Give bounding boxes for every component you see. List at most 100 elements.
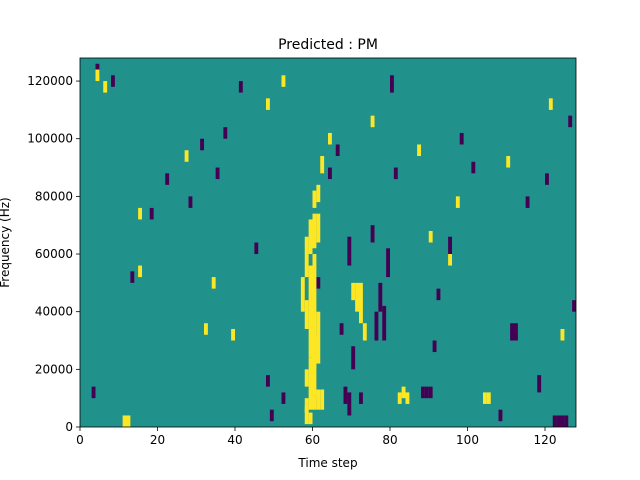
heatmap-cell-low (281, 392, 286, 404)
heatmap-cell-low (165, 173, 170, 185)
heatmap-plot-area (80, 58, 577, 427)
heatmap-cell-high (312, 254, 317, 370)
heatmap-cell-low (514, 323, 518, 341)
heatmap-cell-low (448, 236, 453, 255)
heatmap-cell-high (362, 323, 367, 341)
heatmap-cell-low (378, 282, 383, 312)
heatmap-cell-high (448, 254, 453, 266)
heatmap-cell-high (308, 389, 313, 410)
heatmap-cell-low (560, 415, 565, 427)
heatmap-cell-low (471, 161, 476, 174)
heatmap-cell-low (111, 75, 115, 87)
x-tick-label: 100 (456, 433, 479, 447)
heatmap-cell-low (335, 144, 340, 157)
heatmap-cell-low (424, 386, 429, 399)
heatmap-background (80, 58, 576, 427)
heatmap-cell-high (308, 357, 313, 390)
heatmap-cell-high (316, 311, 321, 364)
heatmap-cell-low (510, 323, 515, 341)
heatmap-cell-low (382, 305, 387, 341)
heatmap-cell-high (486, 392, 491, 404)
heatmap-cell-low (525, 196, 530, 208)
heatmap-cell-high (359, 282, 363, 324)
heatmap-cell-low (149, 207, 154, 220)
heatmap-cell-high (483, 392, 487, 404)
heatmap-cell-high (122, 415, 127, 427)
heatmap-cell-low (436, 288, 441, 301)
heatmap-cell-high (320, 389, 325, 410)
x-tick-label: 60 (305, 433, 320, 447)
heatmap-cell-high (304, 369, 309, 387)
heatmap-cell-low (432, 340, 437, 353)
heatmap-cells (91, 63, 577, 427)
heatmap-cell-low (254, 242, 259, 255)
heatmap-cell-low (498, 409, 503, 422)
heatmap-cell-low (328, 167, 332, 180)
heatmap-cell-high (351, 282, 356, 301)
heatmap-cell-low (316, 277, 321, 289)
heatmap-cell-high (455, 196, 460, 208)
heatmap-cell-low (188, 196, 193, 208)
heatmap-cell-low (572, 300, 577, 312)
y-tick-label: 60000 (35, 247, 73, 261)
heatmap-cell-high (304, 398, 309, 413)
heatmap-cell-low (130, 271, 135, 283)
heatmap-cell-low (269, 409, 274, 422)
heatmap-cell-low (200, 138, 205, 151)
heatmap-cell-low (91, 386, 96, 399)
heatmap-cell-high (308, 219, 313, 255)
y-tick-label: 0 (65, 420, 73, 434)
heatmap-cell-low (339, 323, 344, 335)
heatmap-cell-high (281, 75, 286, 87)
y-tick-label: 40000 (35, 305, 73, 319)
heatmap-cell-high (405, 392, 410, 404)
heatmap-cell-high (316, 213, 321, 243)
heatmap-cell-high (103, 81, 108, 93)
heatmap-cell-low (564, 415, 569, 427)
heatmap-cell-low (347, 392, 352, 416)
heatmap-cell-high (312, 190, 317, 208)
heatmap-cell-low (215, 167, 220, 180)
heatmap-cell-high (304, 406, 309, 425)
heatmap-cell-low (347, 236, 352, 266)
heatmap-cell-high (397, 392, 402, 404)
heatmap-cell-high (266, 98, 270, 110)
heatmap-cell-high (138, 207, 143, 220)
plot-frame (79, 57, 577, 428)
heatmap-cell-high (184, 150, 189, 162)
heatmap-cell-high (506, 156, 511, 168)
heatmap-cell-high (138, 265, 143, 278)
heatmap-cell-high (370, 115, 375, 128)
heatmap-cell-high (204, 323, 208, 335)
heatmap-cell-high (126, 415, 131, 427)
heatmap-cell-low (343, 386, 348, 404)
heatmap-cell-low (459, 132, 464, 145)
x-tick-label: 20 (150, 433, 165, 447)
heatmap-cell-high (548, 98, 553, 110)
heatmap-cell-high (401, 386, 406, 399)
y-tick-label: 100000 (27, 132, 73, 146)
heatmap-cell-high (304, 300, 309, 329)
heatmap-cell-high (355, 282, 360, 312)
y-tick-label: 120000 (27, 74, 73, 88)
heatmap-cell-low (552, 415, 557, 427)
heatmap-cell-low (390, 75, 394, 93)
heatmap-cell-high (312, 213, 317, 249)
y-tick-label: 20000 (35, 362, 73, 376)
heatmap-cell-high (312, 389, 317, 410)
heatmap-cell-high (316, 389, 321, 410)
heatmap-cell-low (556, 415, 561, 427)
y-tick-label: 80000 (35, 189, 73, 203)
x-axis-label: Time step (297, 456, 357, 470)
x-tick-label: 0 (76, 433, 84, 447)
heatmap-cell-high (304, 236, 309, 278)
chart-title: Predicted : PM (278, 37, 378, 53)
y-axis-label: Frequency (Hz) (0, 197, 12, 288)
heatmap-cell-high (320, 156, 325, 174)
heatmap-cell-high (95, 69, 100, 82)
x-axis-ticks: 0 20 40 60 80 100 120 (76, 427, 556, 447)
heatmap-cell-low (545, 173, 549, 185)
heatmap-cell-low (370, 225, 375, 243)
heatmap-cell-low (351, 346, 356, 370)
